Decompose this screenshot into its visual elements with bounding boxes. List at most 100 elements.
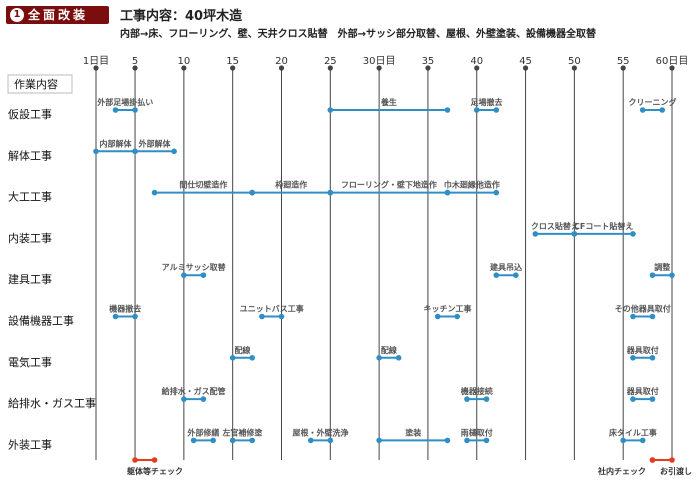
task-label: 左官補修塗 [221,427,262,437]
task-end-dot [171,148,177,155]
task-label: 配線 [381,345,397,355]
tick-marker [376,65,382,71]
task-start-dot [132,148,138,155]
tick-label: 20 [275,56,288,67]
badge-label: 全面改装 [28,8,89,22]
tick-marker [571,65,577,71]
task-end-dot [395,355,402,361]
checkpoint-start-dot [132,457,138,463]
tick-marker [327,65,333,71]
column-header-cell [7,74,73,94]
task-label: 外部解体 [139,138,172,148]
task-start-dot [229,355,236,361]
tick-marker [425,65,431,71]
task-label: その他器具取付 [615,304,671,314]
task-end-dot [210,437,216,444]
checkpoint-end-dot [669,457,675,463]
tick-label: 15 [226,56,239,67]
row-label: 仮設工事 [8,107,52,121]
tick-marker [93,65,99,71]
task-label: 機器接続 [461,386,493,396]
tick-marker [620,65,626,71]
tick-marker [278,65,285,71]
task-label: 巾木廻縁他造作 [444,180,500,190]
task-start-dot [112,107,119,113]
task-end-dot [278,313,285,320]
task-label: 器具取付 [626,386,659,396]
task-end-dot [493,107,500,113]
task-start-dot [181,272,187,278]
tick-label: 55 [617,56,630,67]
task-end-dot [200,396,207,402]
task-label: 調整 [654,262,670,272]
tick-marker [132,65,138,71]
tick-label: 35 [422,56,435,67]
task-start-dot [190,437,197,444]
task-label: 塗装 [405,427,421,437]
tick-marker [230,65,236,71]
tick-label: 30日目 [363,56,396,67]
task-label: アルミサッシ取替 [162,262,226,272]
section-badge: 1 全面改装 [6,6,109,24]
task-start-dot [249,189,256,196]
row-label: 電気工事 [8,355,52,369]
task-start-dot [93,148,99,155]
task-label: 屋根・外壁洗浄 [293,427,349,437]
task-start-dot [327,107,334,113]
task-start-dot [630,355,636,361]
tick-label: 50 [568,56,581,67]
task-end-dot [249,355,256,361]
checkpoint-label: 社内チェック [597,466,646,476]
task-end-dot [630,231,636,237]
task-start-dot [639,107,646,113]
task-end-dot [649,313,656,320]
title-label: 工事内容： [120,9,186,24]
checkpoint-end-dot [151,457,158,463]
task-start-dot [112,313,119,320]
row-label: 大工工事 [8,190,52,204]
task-start-dot [493,272,500,278]
tick-marker [669,65,675,71]
task-label: フローリング・壁下地造作 [341,180,437,190]
task-start-dot [630,313,636,320]
task-end-dot [512,272,519,278]
task-label: 内部解体 [100,138,133,148]
task-end-dot [639,437,646,444]
task-start-dot [259,313,265,320]
checkpoint-start-dot [649,457,656,463]
task-end-dot [483,396,490,402]
task-label: 床タイル工事 [609,427,657,437]
column-header: 作業内容 [14,77,58,91]
task-end-dot [444,437,451,444]
tick-label: 25 [324,56,337,67]
task-end-dot [132,107,138,113]
task-end-dot [454,313,461,320]
task-label: 枠廻造作 [274,180,307,190]
row-label: 建具工事 [8,272,52,286]
tick-label: 10 [177,56,190,67]
task-label: キッチン工事 [423,304,471,314]
badge-number: 1 [10,8,24,22]
task-end-dot [249,437,256,444]
checkpoint-label: 躯体等チェック [126,466,183,476]
task-label: 配線 [234,345,250,355]
row-label: 設備機器工事 [8,314,74,328]
page-title: 工事内容：40坪木造 [120,5,242,24]
task-label: 器具取付 [626,345,659,355]
task-label: 雨樋取付 [461,427,493,437]
task-end-dot [659,107,666,113]
task-end-dot [669,272,675,278]
task-label: 外部修繕 [187,427,219,437]
tick-marker [474,65,480,71]
task-end-dot [649,396,656,402]
task-label: 建具吊込 [489,262,522,272]
row-label: 解体工事 [8,148,52,162]
tick-label: 5 [132,56,138,67]
task-label: 機器撤去 [109,304,141,314]
task-start-dot [181,396,187,402]
tick-label: 40 [470,56,483,67]
task-start-dot [376,355,382,361]
task-start-dot [532,231,539,237]
task-end-dot [483,437,490,444]
task-start-dot [649,272,656,278]
